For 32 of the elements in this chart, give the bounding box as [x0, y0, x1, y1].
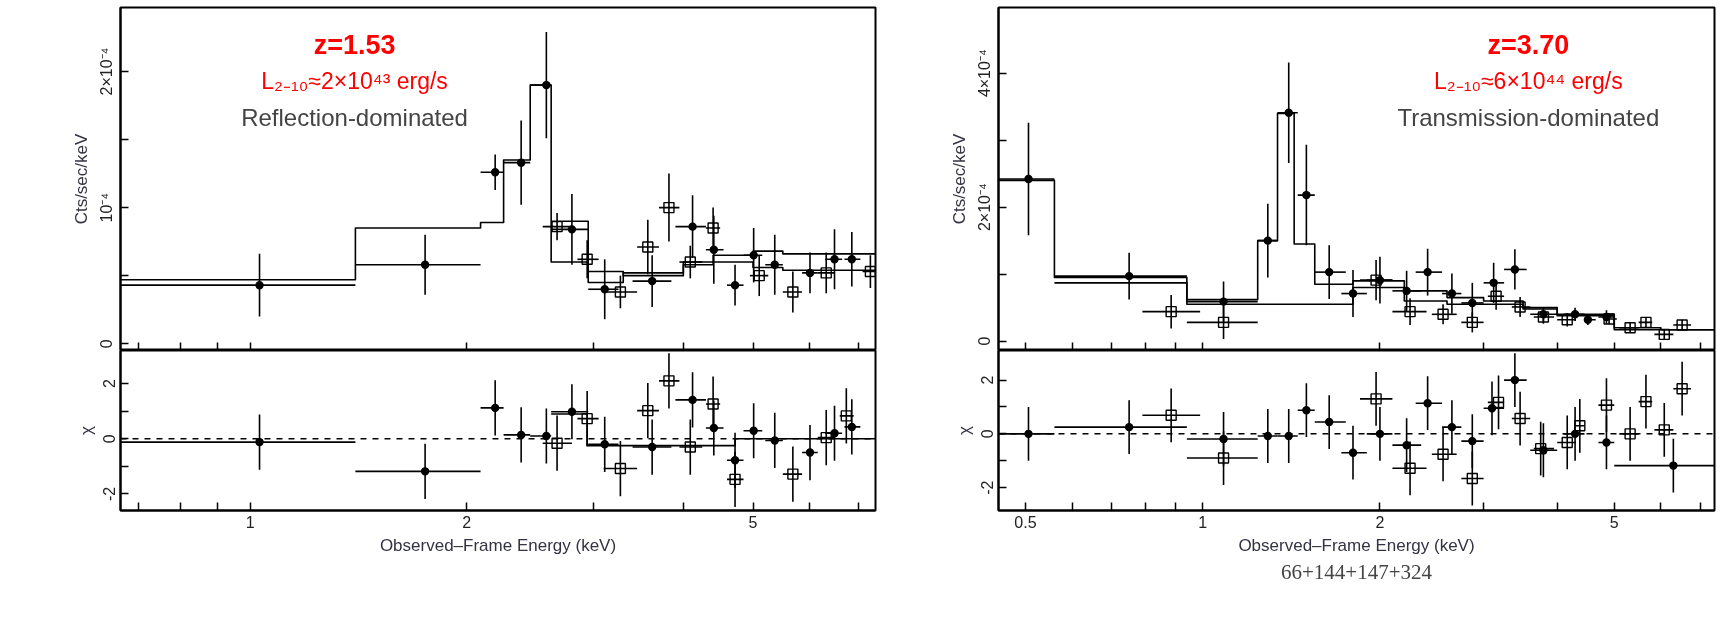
x-tick-label: 0.5: [1014, 513, 1037, 531]
x-tick-label: 5: [748, 513, 758, 531]
y-tick-label: 0: [101, 434, 119, 444]
y-axis-title: χ: [76, 425, 96, 435]
y-tick-label: 0: [98, 339, 116, 349]
x-axis-title: Observed–Frame Energy (keV): [379, 535, 617, 555]
x-tick-label: 5: [1609, 513, 1619, 531]
y-axis-title: Cts/sec/keV: [949, 132, 969, 225]
annotation: Transmission-dominated: [1397, 103, 1660, 131]
y-tick-label: 2×10⁻⁴: [98, 47, 116, 96]
text: 66+144+147+324: [1280, 559, 1433, 584]
annotation: L₂₋₁₀≈2×10⁴³ erg/s: [261, 68, 448, 95]
annotation: Reflection-dominated: [241, 103, 468, 131]
y-tick-label: -2: [101, 486, 119, 502]
y-tick-label: 0: [979, 429, 997, 439]
annotation: z=3.70: [1487, 30, 1570, 61]
y-axis-title: Cts/sec/keV: [71, 132, 91, 225]
y-tick-label: 0: [976, 336, 994, 346]
y-tick-label: 2×10⁻⁴: [976, 183, 994, 232]
y-tick-label: -2: [979, 480, 997, 495]
y-axis-title: χ: [954, 425, 974, 435]
y-tick-label: 10⁻⁴: [98, 192, 116, 223]
x-axis-title: Observed–Frame Energy (keV): [1238, 535, 1475, 555]
x-tick-label: 2: [462, 513, 472, 531]
y-tick-label: 2: [979, 375, 997, 385]
annotation: z=1.53: [313, 30, 396, 61]
x-tick-label: 1: [245, 513, 255, 531]
y-tick-label: 2: [101, 379, 119, 389]
annotation: L₂₋₁₀≈6×10⁴⁴ erg/s: [1433, 68, 1623, 95]
y-tick-label: 4×10⁻⁴: [976, 49, 994, 98]
x-tick-label: 1: [1198, 513, 1208, 531]
x-tick-label: 2: [1375, 513, 1385, 531]
